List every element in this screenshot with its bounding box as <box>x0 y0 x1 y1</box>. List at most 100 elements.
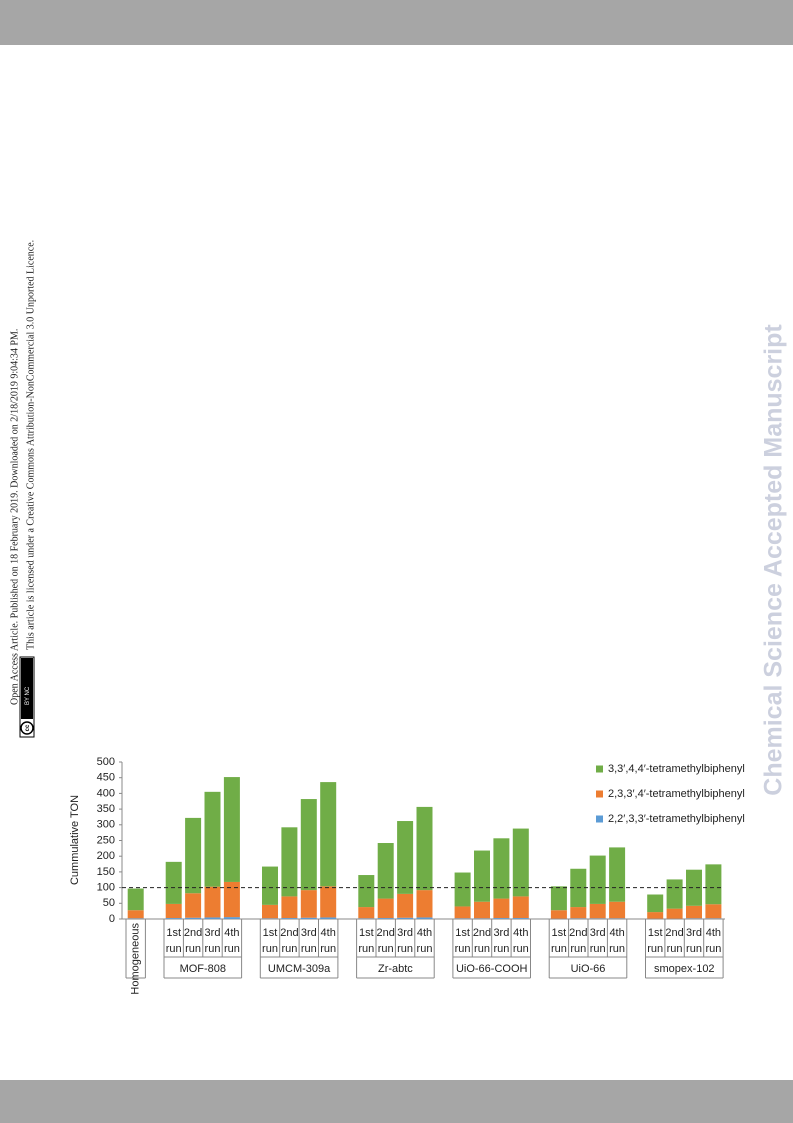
bar-segment <box>300 799 317 891</box>
x-tick-label: 2nd run <box>377 927 395 955</box>
bar-segment <box>358 918 375 919</box>
x-tick-label: 4th run <box>513 927 529 955</box>
bar-segment <box>320 917 337 919</box>
svg-text:BY NC: BY NC <box>25 686 31 705</box>
bar-segment <box>127 918 144 919</box>
bar-segment <box>512 918 529 919</box>
x-tick-label: 4th run <box>417 927 433 955</box>
access-note: Open Access Article. Published on 18 Feb… <box>9 329 20 705</box>
legend-swatch <box>596 790 603 798</box>
bar-segment <box>454 872 471 907</box>
header-bar <box>0 0 793 45</box>
bar-segment <box>705 904 722 919</box>
legend-label: 2,3,3′,4′-tetramethylbiphenyl <box>608 788 745 800</box>
bar-segment <box>127 888 144 911</box>
bar-segment <box>223 881 240 918</box>
group-label: MOF-808 <box>180 963 226 975</box>
bar-segment <box>454 906 471 919</box>
bar-segment <box>204 917 221 919</box>
bar-segment <box>493 918 510 919</box>
bar-segment <box>397 821 414 894</box>
y-tick-label: 150 <box>97 866 115 878</box>
bar-segment <box>686 905 702 919</box>
bar-segment <box>204 886 221 918</box>
bar-segment <box>474 901 490 919</box>
x-tick-label: 3rd run <box>493 927 509 955</box>
cc-badge: cc BY NC <box>19 656 35 738</box>
x-tick-label: 1st run <box>455 927 471 955</box>
x-tick-label: 1st run <box>166 927 182 955</box>
bar-segment <box>493 838 510 899</box>
svg-text:cc: cc <box>25 724 31 731</box>
y-tick-label: 50 <box>103 897 115 909</box>
y-tick-label: 500 <box>97 756 115 768</box>
bar-segment <box>127 910 144 919</box>
bar-segment <box>262 918 278 919</box>
group-label: smopex-102 <box>654 963 715 975</box>
y-tick-label: 450 <box>97 772 115 784</box>
x-tick-label: 2nd run <box>473 927 491 955</box>
bar-segment <box>185 917 202 919</box>
bar-segment <box>705 864 722 905</box>
x-tick-label: 1st run <box>647 927 663 955</box>
x-tick-label: 2nd run <box>184 927 202 955</box>
licence-note: This article is licensed under a Creativ… <box>25 240 36 650</box>
bar-segment <box>165 918 182 919</box>
x-tick-label: 3rd run <box>205 927 221 955</box>
bar-segment <box>589 855 606 904</box>
bar-segment <box>223 777 240 882</box>
bar-segment <box>262 866 278 905</box>
bar-segment <box>705 918 722 919</box>
bar-segment <box>474 850 490 902</box>
y-tick-label: 200 <box>97 850 115 862</box>
group-label: UiO-66 <box>571 963 606 975</box>
bar-segment <box>570 918 587 919</box>
y-tick-label: 400 <box>97 787 115 799</box>
bar-segment <box>686 918 702 919</box>
y-tick-label: 0 <box>109 913 115 925</box>
bar-segment <box>165 861 182 904</box>
bar-segment <box>281 827 298 897</box>
x-tick-label: 3rd run <box>686 927 702 955</box>
group-label: Zr-abtc <box>378 963 413 975</box>
bar-segment <box>454 918 471 919</box>
y-tick-label: 300 <box>97 819 115 831</box>
bar-segment <box>358 875 375 908</box>
bar-segment <box>609 901 626 919</box>
bar-segment <box>512 896 529 919</box>
bar-segment <box>223 917 240 919</box>
bar-segment <box>589 918 606 919</box>
group-label: UiO-66-COOH <box>456 963 528 975</box>
bar-segment <box>281 918 298 919</box>
bar-segment <box>204 791 221 887</box>
bar-segment <box>512 828 529 897</box>
bar-segment <box>666 879 683 909</box>
bar-segment <box>185 817 202 894</box>
legend-swatch <box>596 765 603 773</box>
bar-segment <box>185 893 202 918</box>
bar-segment <box>550 910 567 919</box>
bar-segment <box>570 907 587 919</box>
bar-segment <box>397 893 414 918</box>
y-axis-title: Cummulative TON <box>69 795 81 885</box>
x-tick-label: Homogeneous <box>130 923 142 995</box>
bar-segment <box>416 806 433 891</box>
bar-segment <box>609 918 626 919</box>
bar-segment <box>589 903 606 919</box>
group-label: UMCM-309a <box>268 963 331 975</box>
bar-segment <box>320 782 337 887</box>
legend-label: 2,2′,3,3′-tetramethylbiphenyl <box>608 813 745 825</box>
x-tick-label: 3rd run <box>397 927 413 955</box>
x-tick-label: 2nd run <box>569 927 587 955</box>
legend-label: 3,3′,4,4′-tetramethylbiphenyl <box>608 763 745 775</box>
x-tick-label: 4th run <box>609 927 625 955</box>
x-tick-label: 2nd run <box>280 927 298 955</box>
x-tick-label: 4th run <box>224 927 240 955</box>
bar-segment <box>377 898 394 919</box>
bar-segment <box>647 912 664 919</box>
legend-swatch <box>596 815 603 823</box>
bar-segment <box>262 904 278 919</box>
bar-segment <box>320 886 337 918</box>
x-tick-label: 1st run <box>262 927 278 955</box>
